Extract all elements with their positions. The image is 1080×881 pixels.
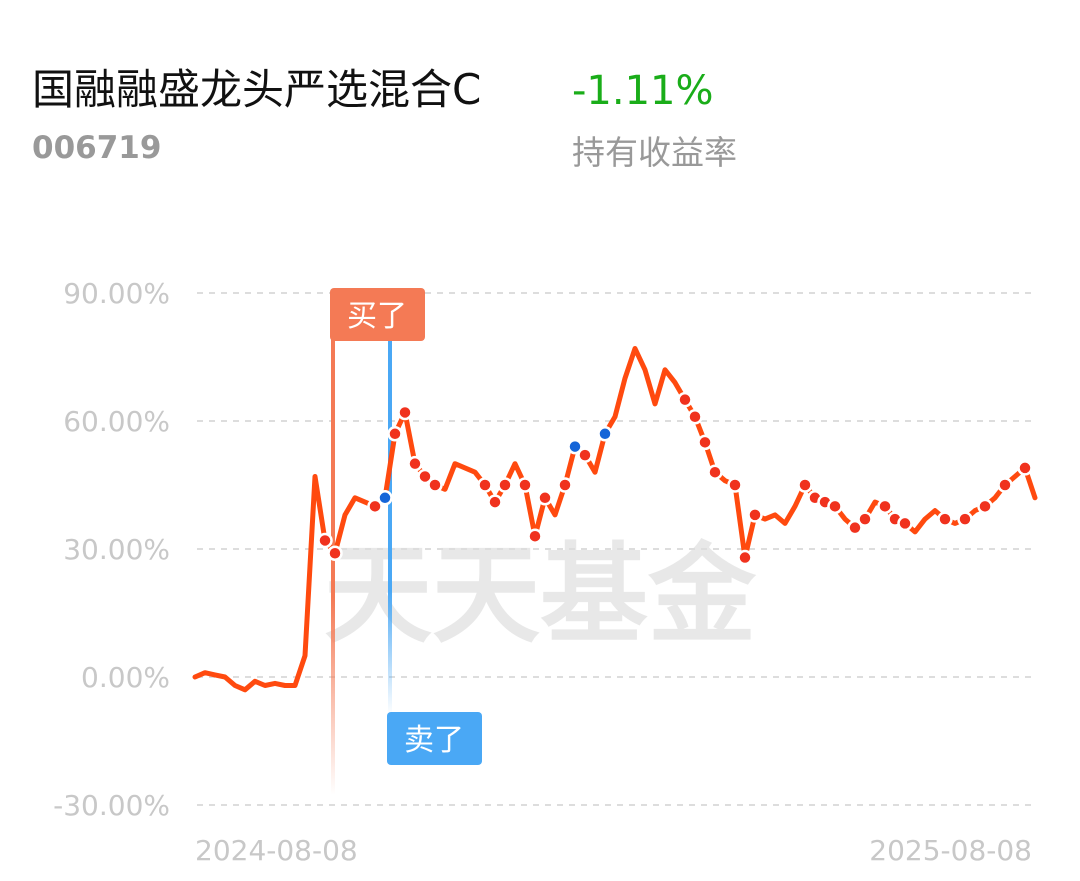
trade-dot (487, 494, 503, 510)
trade-dot (957, 511, 973, 527)
annotation-box (387, 712, 482, 765)
y-tick-label: 60.00% (63, 405, 170, 438)
trade-dot (1017, 460, 1033, 476)
x-tick-label: 2024-08-08 (195, 834, 358, 867)
trade-dot (877, 498, 893, 515)
trade-dot (477, 477, 493, 493)
annotation-line (388, 300, 392, 715)
trade-dot (517, 477, 533, 493)
trade-dot (797, 477, 813, 493)
trade-dot (827, 498, 843, 515)
trade-dot (697, 434, 713, 451)
trade-dot (397, 404, 413, 421)
y-tick-label: -30.00% (53, 789, 170, 822)
trade-dot (327, 545, 343, 562)
trade-dot (367, 498, 383, 515)
chart: 天天基金 -30.00% 0.00% 30.00% 60.00% 90.00% 2024-0… (53, 277, 1038, 867)
watermark: 天天基金 (324, 533, 757, 658)
trade-dot (537, 490, 553, 506)
trade-dot (707, 464, 723, 480)
annotation-box (330, 288, 425, 341)
fund-code: 006719 (32, 130, 161, 166)
trade-dot (977, 498, 993, 515)
trade-dot (577, 447, 593, 463)
trade-dot (937, 511, 953, 527)
trade-dot (847, 519, 863, 536)
trade-dot (407, 455, 423, 472)
trade-dot (897, 515, 913, 532)
annotation-label: 卖了 (404, 723, 464, 758)
trade-dot (567, 438, 583, 455)
trade-dot (317, 532, 333, 549)
trade-dot (687, 408, 703, 425)
annotation-label: 买了 (347, 299, 407, 334)
trade-dot (997, 477, 1013, 493)
trade-dot (497, 477, 513, 493)
trade-dot (597, 426, 613, 442)
trade-dot (527, 528, 543, 544)
return-value: -1.11% (572, 68, 714, 114)
trade-dot (747, 507, 763, 523)
fund-title: 国融融盛龙头严选混合C (32, 65, 481, 114)
trade-dot (387, 426, 403, 442)
trade-dot (377, 490, 393, 506)
return-label: 持有收益率 (572, 133, 737, 172)
trade-dot (857, 511, 873, 527)
y-tick-label: 90.00% (63, 277, 170, 310)
trade-dot (427, 477, 443, 493)
y-tick-label: 30.00% (63, 533, 170, 566)
trade-dot (737, 549, 753, 566)
x-tick-label: 2025-08-08 (869, 834, 1032, 867)
trade-dot (557, 477, 573, 493)
trade-dot (677, 391, 693, 408)
trade-dot (417, 468, 433, 485)
trade-dot (727, 477, 743, 493)
y-tick-label: 0.00% (81, 661, 170, 694)
